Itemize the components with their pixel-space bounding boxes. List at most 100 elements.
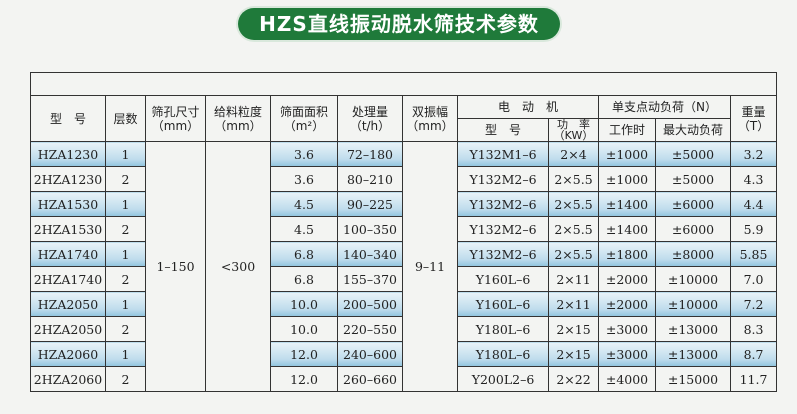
- cell-layers: 1: [105, 191, 146, 217]
- cell-load-work: ±1000: [598, 141, 656, 167]
- cell-load-work: ±3000: [598, 316, 656, 342]
- spec-table: 型 号 层数 筛孔尺寸 （mm） 给料粒度 （mm） 筛面面积 （m²） 处理量 （t/…: [29, 72, 778, 392]
- cell-motor-model: Y160L–6: [457, 266, 549, 292]
- cell-capacity: 200–500: [337, 291, 403, 317]
- cell-feed: <300: [205, 141, 271, 392]
- cell-model: 2HZA1230: [30, 166, 106, 192]
- cell-model: HZA2060: [30, 341, 106, 367]
- cell-layers: 2: [105, 166, 146, 192]
- cell-motor-model: Y132M2–6: [457, 216, 549, 242]
- cell-capacity: 100–350: [337, 216, 403, 242]
- cell-capacity: 220–550: [337, 316, 403, 342]
- cell-weight: 5.85: [729, 241, 778, 267]
- cell-motor-power: 2×11: [548, 291, 599, 317]
- cell-model: HZA2050: [30, 291, 106, 317]
- cell-motor-power: 2×5.5: [548, 241, 599, 267]
- header-weight: 重量 （T）: [729, 95, 778, 142]
- table-row: 2HZA1230 2 3.6 80–210 Y132M2–6 2×5.5 ±1000 ±500…: [30, 166, 778, 192]
- cell-load-work: ±1400: [598, 216, 656, 242]
- cell-load-max: ±10000: [655, 291, 731, 317]
- header-aperture: 筛孔尺寸 （mm）: [145, 95, 206, 142]
- cell-weight: 4.3: [729, 166, 778, 192]
- cell-weight: 7.2: [729, 291, 778, 317]
- cell-load-work: ±1800: [598, 241, 656, 267]
- header-motor-power: 功 率（KW）: [548, 118, 599, 142]
- cell-area: 6.8: [270, 241, 338, 267]
- cell-layers: 2: [105, 316, 146, 342]
- table-row: HZA1740 1 6.8 140–340 Y132M2–6 2×5.5 ±1800 ±800…: [30, 241, 778, 267]
- cell-area: 3.6: [270, 166, 338, 192]
- cell-motor-model: Y132M2–6: [457, 241, 549, 267]
- cell-area: 10.0: [270, 291, 338, 317]
- cell-load-work: ±3000: [598, 341, 656, 367]
- cell-layers: 2: [105, 366, 146, 392]
- header-layers: 层数: [105, 95, 146, 142]
- cell-weight: 8.3: [729, 316, 778, 342]
- cell-weight: 11.7: [729, 366, 778, 392]
- cell-capacity: 260–660: [337, 366, 403, 392]
- cell-amplitude: 9–11: [402, 141, 458, 392]
- header-load-max: 最大动负荷: [655, 118, 731, 142]
- cell-motor-power: 2×15: [548, 341, 599, 367]
- cell-motor-model: Y180L–6: [457, 316, 549, 342]
- cell-load-max: ±15000: [655, 366, 731, 392]
- cell-motor-model: Y200L2–6: [457, 366, 549, 392]
- cell-motor-model: Y160L–6: [457, 291, 549, 317]
- cell-model: 2HZA1530: [30, 216, 106, 242]
- table-row: HZA1530 1 4.5 90–225 Y132M2–6 2×5.5 ±1400 ±6000…: [30, 191, 778, 217]
- header-capacity: 处理量 （t/h）: [337, 95, 403, 142]
- header-area: 筛面面积 （m²）: [270, 95, 338, 142]
- cell-load-max: ±10000: [655, 266, 731, 292]
- cell-aperture: 1–150: [145, 141, 206, 392]
- cell-capacity: 90–225: [337, 191, 403, 217]
- cell-weight: 3.2: [729, 141, 778, 167]
- cell-motor-power: 2×22: [548, 366, 599, 392]
- cell-motor-power: 2×11: [548, 266, 599, 292]
- cell-area: 4.5: [270, 216, 338, 242]
- cell-model: 2HZA1740: [30, 266, 106, 292]
- cell-motor-model: Y180L–6: [457, 341, 549, 367]
- cell-weight: 5.9: [729, 216, 778, 242]
- cell-motor-power: 2×5.5: [548, 191, 599, 217]
- table-row: HZA1230 1 1–150 <300 3.6 72–180 9–11 Y132M1–6 2×…: [30, 141, 778, 392]
- cell-model: 2HZA2050: [30, 316, 106, 342]
- cell-weight: 8.7: [729, 341, 778, 367]
- cell-load-work: ±2000: [598, 266, 656, 292]
- cell-load-max: ±13000: [655, 316, 731, 342]
- cell-area: 4.5: [270, 191, 338, 217]
- cell-load-work: ±2000: [598, 291, 656, 317]
- header-motor: 电 动 机: [457, 95, 599, 119]
- header-feed: 给料粒度 （mm）: [205, 95, 271, 142]
- cell-motor-model: Y132M2–6: [457, 191, 549, 217]
- cell-layers: 1: [105, 141, 146, 167]
- cell-motor-power: 2×15: [548, 316, 599, 342]
- header-model: 型 号: [30, 95, 106, 142]
- cell-load-max: ±6000: [655, 191, 731, 217]
- table-row: 2HZA2050 2 10.0 220–550 Y180L–6 2×15 ±3000 ±130…: [30, 316, 778, 342]
- cell-motor-model: Y132M2–6: [457, 166, 549, 192]
- cell-motor-model: Y132M1–6: [457, 141, 549, 167]
- cell-capacity: 72–180: [337, 141, 403, 167]
- cell-area: 6.8: [270, 266, 338, 292]
- cell-load-max: ±6000: [655, 216, 731, 242]
- cell-load-work: ±1400: [598, 191, 656, 217]
- cell-motor-power: 2×5.5: [548, 216, 599, 242]
- cell-layers: 1: [105, 241, 146, 267]
- cell-load-work: ±4000: [598, 366, 656, 392]
- cell-area: 10.0: [270, 316, 338, 342]
- cell-model: HZA1530: [30, 191, 106, 217]
- cell-layers: 1: [105, 291, 146, 317]
- header-amplitude: 双振幅 （mm）: [402, 95, 458, 142]
- cell-model: HZA1230: [30, 141, 106, 167]
- table-row: HZA2050 1 10.0 200–500 Y160L–6 2×11 ±2000 ±1000…: [30, 291, 778, 317]
- cell-layers: 2: [105, 216, 146, 242]
- cell-load-max: ±13000: [655, 341, 731, 367]
- cell-capacity: 80–210: [337, 166, 403, 192]
- cell-layers: 2: [105, 266, 146, 292]
- header-load: 单支点动负荷（N）: [598, 95, 731, 119]
- cell-motor-power: 2×4: [548, 141, 599, 167]
- cell-load-work: ±1000: [598, 166, 656, 192]
- cell-area: 3.6: [270, 141, 338, 167]
- cell-weight: 7.0: [729, 266, 778, 292]
- cell-capacity: 240–600: [337, 341, 403, 367]
